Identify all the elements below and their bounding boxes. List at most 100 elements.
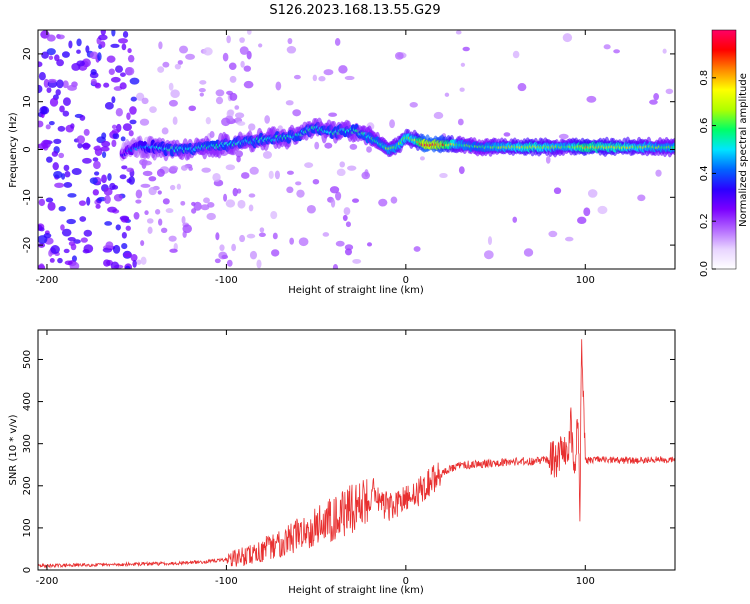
- spectrogram-noise-cell: [455, 30, 462, 35]
- spectrogram-noise-cell: [444, 92, 450, 97]
- spectrogram-noise-cell: [225, 164, 236, 171]
- spectrogram-noise-cell: [653, 93, 660, 101]
- spectrogram-y-tick-label: 10: [22, 95, 33, 108]
- spectrogram-noise-cell: [577, 216, 587, 225]
- spectrogram-noise-cell: [92, 157, 99, 162]
- snr-x-tick-label: 100: [576, 576, 595, 587]
- spectrogram-noise-cell: [214, 258, 221, 264]
- spectrogram-noise-cell: [60, 224, 65, 231]
- spectrogram-noise-cell: [104, 221, 113, 226]
- spectrogram-noise-cell: [46, 156, 53, 163]
- spectrogram-y-tick-label: 0: [22, 146, 33, 152]
- spectrogram-noise-cell: [236, 155, 241, 163]
- colorbar-tick-label: 0.8: [699, 70, 710, 86]
- spectrogram-noise-cell: [83, 128, 90, 136]
- spectrogram-noise-cell: [61, 51, 70, 58]
- spectrogram-noise-cell: [139, 118, 150, 126]
- spectrogram-noise-cell: [517, 83, 527, 92]
- spectrogram-noise-cell: [169, 165, 179, 172]
- spectrogram-x-tick-label: 100: [576, 275, 595, 286]
- spectrogram-noise-cell: [199, 80, 207, 85]
- spectrogram-noise-cell: [100, 41, 106, 48]
- spectrogram-noise-cell: [38, 84, 43, 94]
- spectrogram-noise-cell: [206, 212, 216, 221]
- spectrogram-noise-cell: [122, 123, 132, 131]
- spectrogram-noise-cell: [112, 132, 120, 140]
- spectrogram-noise-cell: [295, 181, 302, 186]
- spectrogram-noise-cell: [314, 141, 320, 150]
- spectrogram-noise-cell: [274, 170, 280, 180]
- spectrogram-noise-cell: [286, 186, 294, 194]
- spectrogram-noise-cell: [219, 244, 225, 252]
- spectrogram-noise-cell: [232, 187, 238, 197]
- spectrogram-noise-cell: [459, 87, 465, 92]
- spectrogram-noise-cell: [462, 46, 470, 52]
- spectrogram-noise-cell: [272, 232, 278, 240]
- spectrogram-noise-cell: [140, 183, 151, 188]
- spectrogram-noise-cell: [46, 48, 56, 56]
- snr-frame: [37, 329, 676, 571]
- spectrogram-noise-cell: [157, 66, 165, 73]
- spectrogram-y-tick-label: 20: [22, 48, 33, 61]
- spectrogram-noise-cell: [512, 216, 518, 223]
- spectrogram-noise-cell: [248, 193, 256, 198]
- spectrogram-noise-cell: [191, 201, 196, 206]
- spectrogram-noise-cell: [548, 230, 558, 238]
- spectrogram-noise-cell: [395, 52, 404, 60]
- spectrogram-noise-cell: [339, 161, 346, 168]
- spectrogram-noise-cell: [154, 209, 161, 215]
- spectrogram-noise-cell: [292, 109, 302, 117]
- spectrogram-noise-cell: [162, 198, 170, 205]
- spectrogram-noise-cell: [86, 196, 91, 206]
- spectrogram-noise-cell: [328, 112, 338, 117]
- spectrogram-noise-cell: [177, 60, 183, 65]
- spectrogram-noise-cell: [457, 118, 464, 126]
- spectrogram-xlabel: Height of straight line (km): [288, 285, 424, 296]
- spectrogram-x-tick-label: -100: [215, 275, 238, 286]
- spectrogram-noise-cell: [237, 199, 246, 209]
- spectrogram-noise-cell: [97, 52, 102, 61]
- spectrogram-noise-cell: [130, 254, 138, 262]
- spectrogram-noise-cell: [132, 259, 137, 268]
- spectrogram-noise-cell: [100, 30, 106, 36]
- spectrogram-noise-cell: [286, 46, 297, 54]
- spectrogram-noise-cell: [523, 248, 534, 257]
- spectrogram-noise-cell: [256, 259, 262, 269]
- snr-y-tick-label: 200: [22, 476, 33, 495]
- colorbar-gradient: [711, 29, 737, 270]
- spectrogram-noise-cell: [343, 207, 351, 216]
- spectrogram-noise-cell: [293, 74, 301, 80]
- spectrogram-noise-cell: [655, 169, 662, 177]
- spectrogram-noise-cell: [239, 234, 246, 243]
- spectrogram-noise-cell: [70, 123, 75, 129]
- spectrogram-noise-cell: [62, 80, 69, 89]
- spectrogram-noise-cell: [665, 88, 674, 95]
- spectrogram-noise-cell: [212, 173, 221, 182]
- spectrogram-noise-cell: [248, 123, 256, 131]
- spectrogram-noise-cell: [82, 157, 92, 164]
- spectrogram-noise-cell: [111, 30, 116, 37]
- spectrogram-noise-cell: [249, 166, 259, 175]
- spectrogram-noise-cell: [191, 208, 197, 214]
- spectrogram-noise-cell: [215, 232, 220, 241]
- spectrogram-noise-cell: [135, 189, 143, 199]
- spectrogram-noise-cell: [248, 204, 254, 212]
- spectrogram-noise-cell: [180, 200, 186, 206]
- spectrogram-noise-cell: [142, 170, 153, 177]
- spectrogram-noise-cell: [234, 105, 240, 110]
- spectrogram-noise-cell: [110, 76, 121, 83]
- spectrogram-noise-cell: [100, 146, 110, 152]
- spectrogram-noise-cell: [63, 97, 71, 106]
- spectrogram-noise-cell: [649, 99, 658, 105]
- spectrogram-noise-cell: [512, 50, 520, 59]
- spectrogram-noise-cell: [296, 189, 305, 198]
- spectrogram-noise-cell: [55, 89, 61, 96]
- spectrogram-noise-cell: [49, 97, 59, 107]
- spectrogram-noise-cell: [68, 241, 76, 246]
- snr-x-tick-label: -200: [36, 576, 59, 587]
- spectrogram-noise-cell: [148, 176, 157, 182]
- spectrogram-noise-cell: [613, 49, 620, 54]
- spectrogram-noise-cell: [332, 264, 339, 269]
- spectrogram-noise-cell: [199, 92, 204, 97]
- spectrogram-noise-cell: [215, 89, 225, 97]
